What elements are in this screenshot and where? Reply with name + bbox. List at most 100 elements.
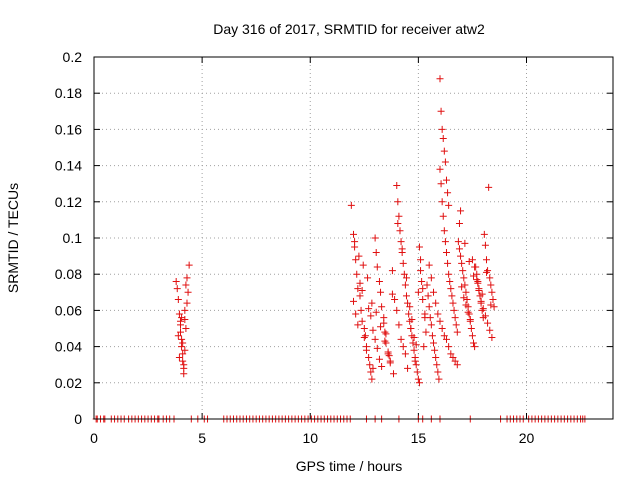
data-point: [360, 325, 368, 332]
data-point: [434, 310, 442, 318]
data-point: [434, 368, 442, 376]
data-point: [358, 286, 366, 294]
data-point: [463, 296, 471, 304]
x-tick-label: 15: [411, 430, 427, 446]
data-point: [177, 321, 184, 329]
data-point: [369, 326, 377, 334]
data-point: [367, 368, 375, 376]
data-point: [484, 267, 492, 275]
data-point: [386, 359, 394, 367]
data-point: [356, 292, 364, 300]
x-tick-label: 5: [198, 430, 206, 446]
data-point: [437, 107, 445, 115]
data-point: [473, 276, 481, 284]
plot-frame: [93, 56, 614, 420]
data-point: [353, 270, 361, 278]
data-point: [490, 303, 498, 311]
data-point: [487, 281, 495, 289]
data-point: [365, 353, 373, 361]
data-point: [182, 281, 190, 289]
data-point: [181, 315, 189, 323]
data-point: [432, 353, 440, 361]
data-point: [488, 334, 496, 342]
data-point: [460, 294, 468, 302]
data-point: [378, 303, 386, 311]
data-point: [395, 321, 403, 329]
data-point: [408, 315, 416, 323]
data-point: [412, 361, 420, 369]
data-point: [390, 370, 398, 378]
data-point: [180, 370, 188, 378]
data-point: [481, 241, 489, 249]
data-point: [175, 353, 183, 361]
data-point: [175, 310, 183, 318]
data-point: [394, 198, 402, 206]
data-point: [449, 353, 457, 361]
data-point: [347, 201, 355, 209]
data-point: [488, 288, 496, 296]
data-point: [419, 285, 427, 293]
data-point: [399, 259, 407, 267]
data-point: [459, 267, 467, 275]
data-point: [481, 312, 489, 320]
x-axis-label: GPS time / hours: [296, 458, 403, 474]
data-point: [427, 274, 435, 282]
data-point: [373, 344, 381, 352]
data-point: [381, 328, 389, 336]
data-point: [357, 306, 365, 314]
data-point: [179, 357, 187, 365]
data-point: [358, 317, 366, 325]
data-point: [373, 263, 381, 271]
data-point: [441, 158, 449, 166]
data-point: [418, 277, 426, 285]
y-tick-label: 0.04: [55, 339, 82, 355]
data-point: [451, 357, 459, 365]
data-point: [369, 364, 377, 372]
data-point: [433, 361, 441, 369]
data-point: [410, 346, 418, 354]
data-point: [382, 339, 390, 347]
data-point: [384, 348, 392, 356]
chart-title: Day 316 of 2017, SRMTID for receiver atw…: [213, 21, 485, 37]
data-point: [450, 306, 458, 314]
data-point: [441, 238, 449, 246]
data-point: [354, 321, 362, 329]
data-point: [411, 357, 419, 365]
data-point: [468, 332, 476, 340]
data-point: [425, 261, 433, 269]
data-point: [458, 259, 466, 267]
data-point: [183, 274, 191, 282]
data-point: [365, 305, 373, 313]
data-point: [426, 314, 434, 322]
data-point: [396, 227, 404, 235]
data-point: [477, 297, 485, 305]
data-point: [409, 339, 417, 347]
y-tick-label: 0.02: [55, 375, 82, 391]
data-point: [486, 274, 494, 282]
data-point: [397, 335, 405, 343]
data-point: [371, 234, 379, 242]
data-point: [436, 75, 444, 83]
data-point: [435, 375, 443, 383]
data-point: [436, 317, 444, 325]
data-point: [449, 299, 457, 307]
data-point: [415, 243, 423, 251]
data-point: [445, 270, 453, 278]
data-point: [178, 343, 186, 351]
data-point: [448, 292, 456, 300]
data-point: [470, 339, 478, 347]
data-point: [399, 343, 407, 351]
data-point: [442, 335, 450, 343]
data-point: [457, 207, 465, 215]
data-point: [440, 227, 448, 235]
data-point: [362, 346, 370, 354]
data-point: [461, 281, 469, 289]
data-point: [350, 297, 357, 305]
data-point: [444, 259, 452, 267]
data-point: [185, 261, 193, 269]
data-point: [427, 321, 435, 329]
data-point: [445, 201, 453, 209]
data-point: [452, 321, 460, 329]
data-point: [355, 252, 363, 260]
data-point: [471, 263, 479, 271]
